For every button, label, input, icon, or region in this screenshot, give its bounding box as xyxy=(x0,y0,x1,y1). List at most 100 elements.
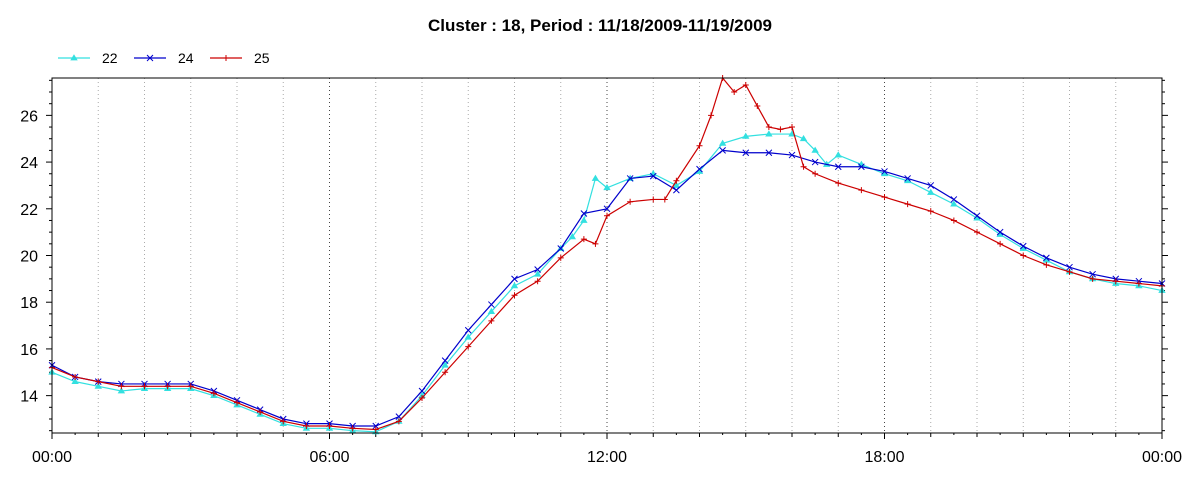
data-point xyxy=(94,382,102,389)
data-point xyxy=(557,245,565,252)
data-point xyxy=(187,383,194,390)
y-tick-label: 14 xyxy=(20,389,38,406)
data-point xyxy=(164,383,171,390)
data-point xyxy=(835,180,842,187)
data-point xyxy=(464,326,472,334)
x-tick-label: 12:00 xyxy=(587,449,627,466)
data-point xyxy=(731,89,738,96)
data-point xyxy=(881,168,888,175)
series-line-24 xyxy=(51,149,1163,427)
legend-marker xyxy=(223,55,229,61)
legend-marker xyxy=(70,54,78,61)
data-point xyxy=(1043,254,1050,262)
data-point xyxy=(1089,270,1096,278)
x-tick-label: 06:00 xyxy=(309,449,349,466)
data-point xyxy=(234,399,240,406)
data-point xyxy=(257,408,264,415)
data-point xyxy=(510,282,519,289)
data-point xyxy=(742,132,750,139)
data-point xyxy=(834,151,842,158)
data-point xyxy=(927,208,934,215)
legend-label: 22 xyxy=(102,50,118,66)
data-point xyxy=(534,266,541,273)
data-point xyxy=(141,383,148,390)
data-point xyxy=(800,163,807,170)
data-point xyxy=(672,181,681,188)
data-point xyxy=(580,236,587,243)
chart-title: Cluster : 18, Period : 11/18/2009-11/19/… xyxy=(428,16,772,35)
data-point xyxy=(95,378,102,385)
data-point xyxy=(742,82,749,89)
data-point xyxy=(1066,268,1073,275)
legend-label: 24 xyxy=(178,50,194,66)
data-point xyxy=(1020,252,1027,259)
data-point xyxy=(997,240,1004,247)
x-tick-label: 00:00 xyxy=(1142,449,1182,466)
data-point xyxy=(419,394,425,401)
data-point xyxy=(441,357,449,364)
data-point xyxy=(950,196,958,203)
data-point xyxy=(649,169,657,177)
data-point xyxy=(117,387,126,394)
data-point xyxy=(858,187,865,194)
data-point xyxy=(834,163,842,171)
data-point xyxy=(418,387,426,395)
y-tick-label: 18 xyxy=(20,295,38,312)
data-point xyxy=(72,373,79,380)
data-point xyxy=(627,198,634,205)
data-point xyxy=(395,418,402,425)
axes: 00:00 06:00 12:00 18:00 00:00 14 16 18 20 22 24 26 xyxy=(20,79,1182,466)
data-point xyxy=(650,196,657,203)
data-point xyxy=(742,149,750,157)
data-point xyxy=(487,307,496,314)
data-point xyxy=(904,175,911,182)
data-point xyxy=(1112,278,1119,285)
data-point xyxy=(557,254,564,261)
data-point xyxy=(71,377,79,385)
data-point xyxy=(973,212,981,220)
data-point xyxy=(1043,261,1050,268)
data-point xyxy=(591,174,600,181)
data-point xyxy=(765,149,773,157)
data-point xyxy=(372,422,380,430)
data-point xyxy=(649,172,657,180)
y-tick-label: 22 xyxy=(20,202,38,219)
series-line-25 xyxy=(51,76,1163,431)
data-point xyxy=(927,188,935,195)
y-tick-label: 24 xyxy=(20,155,38,172)
data-point xyxy=(996,228,1004,236)
grid xyxy=(97,78,1117,433)
series-25 xyxy=(49,75,1165,433)
data-point xyxy=(580,210,588,217)
data-point xyxy=(442,369,449,376)
data-point xyxy=(210,390,217,397)
data-point xyxy=(603,205,611,213)
data-point xyxy=(1089,275,1096,282)
data-point xyxy=(626,175,634,182)
data-point xyxy=(511,292,518,299)
data-point xyxy=(488,317,495,324)
data-point xyxy=(661,196,668,203)
x-tick-label: 00:00 xyxy=(32,449,72,466)
data-point xyxy=(777,126,784,133)
data-point xyxy=(950,217,957,224)
data-point xyxy=(708,112,715,119)
data-point xyxy=(812,170,819,177)
data-point xyxy=(533,270,542,277)
y-tick-label: 16 xyxy=(20,342,38,359)
data-point xyxy=(372,426,379,433)
data-point xyxy=(326,422,333,429)
data-point xyxy=(788,151,796,159)
data-point xyxy=(696,165,703,173)
data-point xyxy=(719,147,726,154)
legend-item-24: 24 xyxy=(134,50,194,66)
legend-marker xyxy=(146,54,154,62)
data-point xyxy=(511,275,518,283)
data-point xyxy=(603,183,611,191)
data-point xyxy=(789,124,795,131)
data-point xyxy=(799,134,808,142)
data-point xyxy=(673,177,680,184)
data-point xyxy=(1066,263,1073,271)
data-point xyxy=(881,194,888,201)
